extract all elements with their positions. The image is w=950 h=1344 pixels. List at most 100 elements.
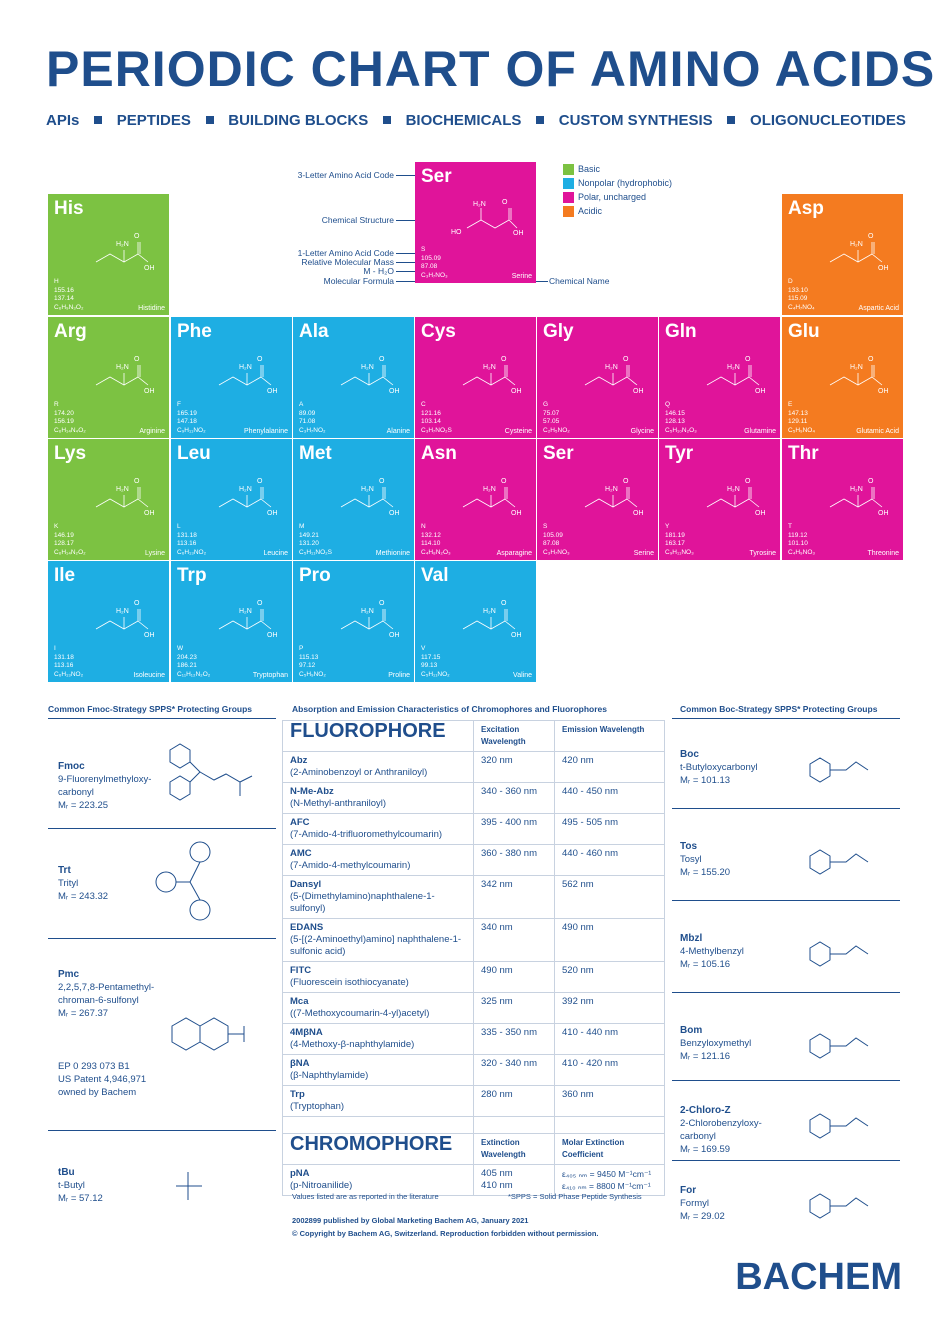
tile-mass: 146.15 <box>665 409 685 417</box>
svg-text:H₂N: H₂N <box>605 486 618 493</box>
tile-code3: Thr <box>788 443 819 464</box>
fluorophore-cell: FITC (Fluorescein isothiocyanate) <box>282 961 474 993</box>
key-label-mass: Relative Molecular Mass <box>301 257 394 267</box>
subnav-item: BIOCHEMICALS <box>405 112 522 129</box>
svg-text:H₂N: H₂N <box>727 364 740 371</box>
tile-mh2o: 131.20 <box>299 540 319 548</box>
excitation-cell: 342 nm <box>473 875 555 919</box>
emission-cell: 440 - 460 nm <box>554 844 665 876</box>
fluorophore-abbr: AFC <box>290 817 310 828</box>
tile-meta: M 149.21 131.20 C₅H₁₁NO₂S <box>299 523 332 557</box>
molar-value: ε₄₁₀ ₙₘ = 8800 M⁻¹cm⁻¹ <box>562 1181 651 1191</box>
structure-icon: H₂N O OH <box>95 356 155 395</box>
tile-code3: Glu <box>788 321 820 342</box>
tile-code3: Gly <box>543 321 574 342</box>
amino-acid-tile: Arg H₂N O OH R 174.20 156.19 C₆H₁₄N₄O₂ Arginine <box>48 317 169 438</box>
tile-name: Glutamic Acid <box>856 428 899 435</box>
group-name: Formyl <box>680 1198 710 1209</box>
tile-mh2o: 128.17 <box>54 540 74 548</box>
tile-mass: 146.19 <box>54 531 74 539</box>
group-name: 4-Methylbenzyl <box>680 946 744 957</box>
structure-icon: H₂N O OH <box>95 600 155 639</box>
fluorophore-abbr: EDANS <box>290 922 324 933</box>
structure-icon: H₂N O OH <box>584 356 644 395</box>
tile-mh2o: 71.08 <box>299 418 316 426</box>
divider <box>672 1160 900 1161</box>
fluorophore-name: (2-Aminobenzoyl or Anthraniloyl) <box>290 767 428 778</box>
amino-acid-tile: Gln H₂N O OH Q 146.15 128.13 C₅H₁₀N₂O₃ Glutamine <box>659 317 780 438</box>
fluorophore-name: (7-Amido-4-methylcoumarin) <box>290 860 411 871</box>
tile-mass: 133.10 <box>788 286 808 294</box>
tile-formula: C₅H₉NO₄ <box>788 426 815 434</box>
tile-meta: K 146.19 128.17 C₆H₁₄N₂O₂ <box>54 523 86 557</box>
svg-text:O: O <box>623 356 629 363</box>
svg-text:OH: OH <box>511 510 522 517</box>
tile-mh2o: 87.08 <box>421 263 438 271</box>
svg-text:H₂N: H₂N <box>850 364 863 371</box>
tile-code3: Asp <box>788 198 824 219</box>
tile-code1: Y <box>665 523 670 530</box>
tile-code1: Q <box>665 401 671 408</box>
svg-text:H₂N: H₂N <box>473 201 486 208</box>
tile-code1: F <box>177 401 181 408</box>
amino-acid-tile: Trp H₂N O OH W 204.23 186.21 C₁₁H₁₂N₂O₂ Tryptoph… <box>171 561 292 682</box>
svg-text:O: O <box>868 233 874 240</box>
tile-mh2o: 129.11 <box>788 418 808 426</box>
svg-text:O: O <box>745 356 751 363</box>
amino-acid-tile: Lys H₂N O OH K 146.19 128.17 C₆H₁₄N₂O₂ Lysine <box>48 439 169 560</box>
svg-text:H₂N: H₂N <box>727 486 740 493</box>
table-row: βNA (β-Naphthylamide) 320 - 340 nm 410 - 42… <box>282 1054 665 1086</box>
structure-icon: H₂N O OH <box>218 478 278 517</box>
svg-text:O: O <box>502 199 508 206</box>
tile-mh2o: 186.21 <box>177 662 197 670</box>
tile-mh2o: 103.14 <box>421 418 441 426</box>
structure-icon: H₂N O OH <box>706 356 766 395</box>
fluorophore-abbr: FITC <box>290 965 312 976</box>
chromophore-abbr: pNA <box>290 1168 310 1179</box>
group-name: 9-Fluorenylmethyloxy-carbonyl <box>58 774 152 798</box>
tile-formula: C₃H₇NO₃ <box>421 271 448 279</box>
table-row: EDANS (5-[(2-Aminoethyl)amino] naphthalen… <box>282 918 665 962</box>
key-label-formula: Molecular Formula <box>323 276 394 286</box>
tile-formula: C₆H₁₃NO₂ <box>177 548 207 556</box>
fluorophore-header: FLUOROPHORE <box>282 720 474 752</box>
structure-icon: H₂N O OH <box>340 356 400 395</box>
subnav-item: OLIGONUCLEOTIDES <box>750 112 906 129</box>
svg-text:O: O <box>868 356 874 363</box>
tile-code1: L <box>177 523 181 530</box>
tile-name: Arginine <box>139 428 165 435</box>
tile-mass: 131.18 <box>177 531 197 539</box>
amino-acid-tile: Ile H₂N O OH I 131.18 113.16 C₆H₁₃NO₂ Isoleucine <box>48 561 169 682</box>
group-mr: Mᵣ = 155.20 <box>680 867 731 878</box>
tile-mass: 165.19 <box>177 409 197 417</box>
fluorophore-name: (7-Amido-4-trifluoromethylcoumarin) <box>290 829 443 840</box>
tile-mh2o: 97.12 <box>299 662 316 670</box>
svg-text:O: O <box>501 600 507 607</box>
tile-formula: C₆H₁₄N₂O₂ <box>54 548 86 556</box>
emission-cell: 440 - 450 nm <box>554 782 665 814</box>
fluorophore-name: (5-(Dimethylamino)naphthalene-1-sulfonyl… <box>290 891 435 914</box>
svg-text:O: O <box>257 600 263 607</box>
bullet-icon <box>727 116 736 124</box>
svg-text:OH: OH <box>144 388 155 395</box>
legend: Basic Nonpolar (hydrophobic) Polar, unch… <box>563 162 672 218</box>
amino-acid-tile: Val H₂N O OH V 117.15 99.13 C₅H₁₁NO₂ Valine <box>415 561 536 682</box>
emission-cell: 360 nm <box>554 1085 665 1117</box>
tile-code1: W <box>177 645 184 652</box>
tile-mass: 155.16 <box>54 286 74 294</box>
tile-mass: 147.13 <box>788 409 808 417</box>
svg-text:H₂N: H₂N <box>116 241 129 248</box>
structure-icon: H₂N O OH <box>462 478 522 517</box>
group-mr: Mᵣ = 121.16 <box>680 1051 731 1062</box>
structure-icon: H₂N O OH <box>584 478 644 517</box>
tile-meta: Q 146.15 128.13 C₅H₁₀N₂O₃ <box>665 401 697 435</box>
tile-mh2o: 114.10 <box>421 540 441 548</box>
tile-formula: C₆H₉N₃O₂ <box>54 303 84 311</box>
svg-text:OH: OH <box>633 510 644 517</box>
tile-mh2o: 113.16 <box>54 662 74 670</box>
emission-cell: 495 - 505 nm <box>554 813 665 845</box>
structure-icon: H₂N O OH <box>95 233 155 272</box>
tile-meta: E 147.13 129.11 C₅H₉NO₄ <box>788 401 815 435</box>
tile-code3: Asn <box>421 443 457 464</box>
svg-text:O: O <box>257 356 263 363</box>
